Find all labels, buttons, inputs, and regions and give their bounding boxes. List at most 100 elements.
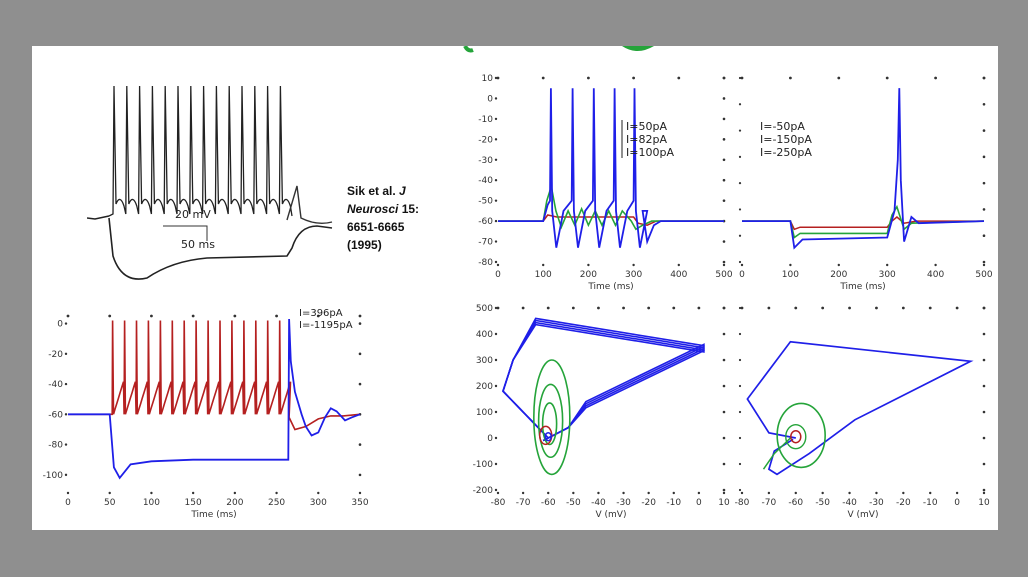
xtick-mark	[358, 491, 362, 495]
frame-dot	[496, 76, 500, 80]
citation-authors: Sik et al.	[347, 184, 396, 198]
ytick-label: -100	[473, 460, 494, 470]
xtick-mark	[547, 491, 550, 495]
series-line	[762, 437, 791, 470]
ytick-mark	[494, 240, 498, 243]
xtick-label: 0	[696, 498, 702, 508]
frame-dot	[738, 234, 742, 237]
scale-voltage-label: 20 mV	[175, 208, 211, 221]
xtick-label: -30	[616, 498, 631, 508]
xtick-label: -60	[541, 498, 556, 508]
ytick-mark	[64, 443, 68, 446]
xtick-mark	[587, 263, 590, 267]
xtick-mark	[848, 491, 851, 495]
xtick-mark	[496, 491, 500, 495]
frame-dot	[738, 410, 742, 414]
frame-dot	[738, 436, 742, 440]
frame-dot	[738, 76, 742, 80]
frame-dot	[722, 410, 726, 414]
ytick-label: -70	[478, 238, 493, 248]
xtick-label: 200	[226, 498, 243, 508]
frame-dot	[982, 384, 986, 388]
scale-time-label: 50 ms	[181, 238, 215, 251]
ytick-label: 100	[476, 408, 493, 418]
xtick-mark	[821, 491, 824, 495]
citation-pages: 6651-6665	[347, 220, 405, 234]
ytick-label: -20	[48, 350, 63, 360]
ytick-mark	[64, 322, 68, 325]
x-axis-label: V (mV)	[596, 510, 627, 520]
ytick-label: 300	[476, 356, 493, 366]
frame-dot	[150, 314, 153, 318]
recording-trace-spiking	[87, 215, 110, 220]
ytick-label: 200	[476, 382, 493, 392]
frame-dot	[358, 322, 362, 325]
x-axis-label: Time (ms)	[587, 282, 633, 292]
ytick-label: -10	[478, 115, 493, 125]
frame-dot	[789, 76, 792, 80]
frame-dot	[901, 306, 905, 310]
series-line	[68, 320, 361, 431]
xtick-label: 200	[830, 270, 847, 280]
recording-trace-baseline	[286, 185, 333, 225]
ytick-label: 0	[487, 94, 493, 104]
frame-dot	[740, 306, 744, 310]
frame-dot	[722, 178, 726, 182]
frame-dot	[622, 306, 625, 310]
frame-dot	[738, 103, 742, 106]
xtick-mark	[275, 491, 278, 495]
frame-dot	[358, 314, 362, 318]
x-axis-label: V (mV)	[848, 510, 879, 520]
series-line	[746, 340, 974, 476]
xtick-mark	[150, 491, 153, 495]
citation-journal: Neurosci	[347, 202, 399, 216]
xtick-mark	[521, 491, 525, 495]
series-loop	[785, 423, 807, 450]
frame-dot	[767, 306, 771, 310]
series-line	[742, 88, 985, 250]
xtick-mark	[677, 263, 680, 267]
xtick-mark	[542, 263, 545, 267]
frame-dot	[722, 384, 726, 388]
xtick-label: -20	[641, 498, 656, 508]
frame-dot	[722, 97, 726, 100]
legend-entry: I=82pA	[626, 133, 667, 146]
xtick-label: 500	[975, 270, 992, 280]
frame-dot	[738, 208, 742, 211]
frame-dot	[738, 358, 742, 362]
frame-dot	[738, 306, 742, 310]
frame-dot	[191, 314, 195, 318]
frame-dot	[672, 306, 676, 310]
xtick-mark	[837, 263, 840, 267]
xtick-mark	[982, 491, 986, 495]
slide: 20 mV 50 ms Sik et al. J Neurosci 15: 66…	[32, 46, 998, 530]
citation-volume: 15:	[401, 202, 420, 216]
x-axis-label: Time (ms)	[190, 510, 236, 520]
legend-entry: I=-1195pA	[299, 320, 353, 331]
legend-entry: I=50pA	[626, 120, 667, 133]
ytick-mark	[494, 488, 498, 492]
series-loop	[533, 359, 571, 476]
frame-dot	[928, 306, 932, 310]
series-loop	[541, 402, 558, 446]
xtick-label: -20	[896, 498, 911, 508]
xtick-mark	[108, 491, 111, 495]
frame-dot	[496, 306, 500, 310]
xtick-mark	[794, 491, 797, 495]
frame-dot	[982, 488, 986, 492]
frame-dot	[722, 158, 726, 162]
ytick-label: 10	[482, 74, 494, 84]
frame-dot	[982, 155, 986, 159]
xtick-label: 100	[143, 498, 160, 508]
series-loop	[537, 383, 564, 459]
frame-dot	[587, 76, 590, 80]
frame-dot	[982, 102, 986, 106]
xtick-label: 100	[535, 270, 552, 280]
frame-dot	[722, 358, 726, 362]
xtick-label: 10	[978, 498, 990, 508]
frame-dot	[722, 436, 726, 440]
ytick-mark	[64, 382, 68, 386]
ytick-mark	[494, 306, 498, 310]
chart-voltage-depolarizing: 0 100 200 300 400 500100-10-20-30-40-50-60-70…	[472, 74, 733, 292]
series-loop	[544, 431, 552, 442]
